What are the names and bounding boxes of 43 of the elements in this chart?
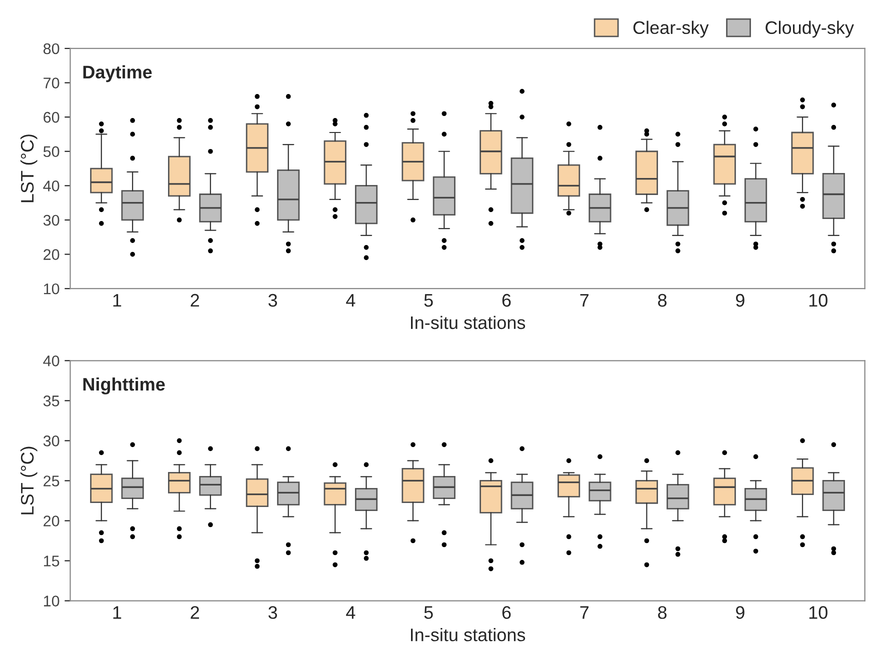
x-tick-label: 4: [346, 294, 356, 307]
x-tick-label: 3: [268, 294, 278, 307]
x-tick-label: 9: [736, 294, 744, 307]
y-tick-label: 70: [44, 78, 60, 88]
x-tick-label: 6: [502, 606, 511, 619]
legend-label: Clear-sky: [633, 20, 709, 38]
x-tick-label: 7: [580, 294, 588, 307]
x-tick-label: 4: [346, 606, 356, 619]
x-tick-label: 3: [268, 606, 278, 619]
x-tick-label: 7: [580, 606, 588, 619]
text: Daytime: [83, 65, 152, 82]
text: Nighttime: [83, 377, 165, 394]
y-tick-label: 10: [44, 596, 60, 606]
y-tick-label: 60: [44, 112, 60, 123]
y-tick-label: 20: [44, 249, 60, 260]
y-tick-label: 20: [44, 516, 60, 526]
y-tick-label: 50: [43, 146, 60, 158]
x-axis-title: In-situ stations: [411, 316, 526, 330]
y-tick-label: 30: [43, 436, 60, 446]
x-tick-label: 10: [809, 294, 828, 307]
y-tick-label: 25: [44, 476, 60, 486]
x-tick-label: 10: [809, 606, 828, 619]
y-axis-title: LST (°C): [20, 134, 38, 202]
y-tick-label: 40: [43, 356, 60, 366]
x-tick-label: 5: [424, 606, 433, 619]
x-tick-label: 8: [658, 294, 667, 307]
x-tick-label: 2: [190, 294, 199, 307]
legend-label: Cloudy-sky: [766, 20, 854, 38]
y-tick-label: 80: [43, 43, 60, 54]
x-tick-label: 9: [736, 606, 744, 619]
y-tick-label: 40: [43, 180, 60, 192]
x-axis-title: In-situ stations: [411, 628, 526, 642]
y-axis-title: LST (°C): [20, 446, 38, 514]
x-tick-label: 8: [658, 606, 667, 619]
x-tick-label: 1: [113, 294, 122, 307]
x-tick-label: 2: [190, 606, 199, 619]
y-tick-label: 15: [44, 556, 60, 566]
y-tick-label: 35: [43, 396, 60, 406]
y-tick-label: 30: [43, 214, 60, 226]
x-tick-label: 1: [113, 606, 122, 619]
x-tick-label: 6: [502, 294, 511, 307]
y-tick-label: 10: [44, 283, 60, 294]
x-tick-label: 5: [424, 294, 433, 307]
